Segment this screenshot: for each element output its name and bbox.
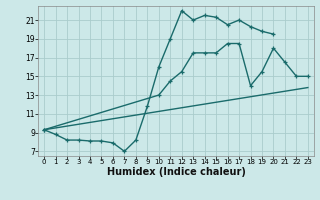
X-axis label: Humidex (Indice chaleur): Humidex (Indice chaleur) [107, 167, 245, 177]
